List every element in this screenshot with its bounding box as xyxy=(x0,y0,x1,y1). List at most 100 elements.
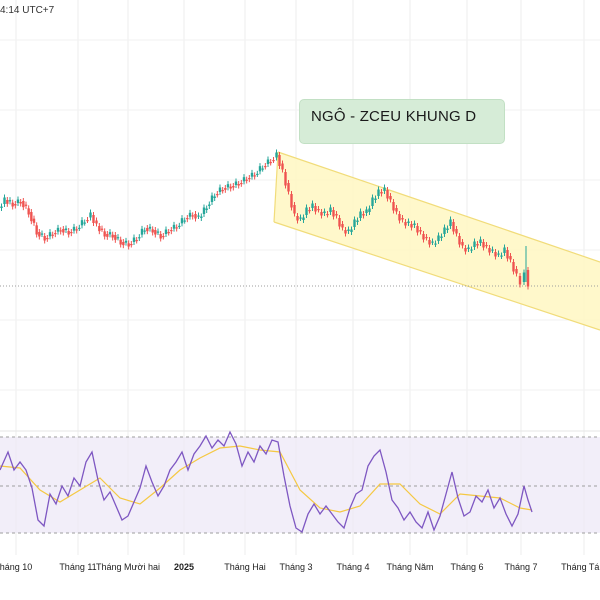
candle-body xyxy=(186,218,189,220)
x-tick-label: Tháng 3 xyxy=(279,562,312,572)
candle-body xyxy=(464,248,467,252)
candle-body xyxy=(461,242,464,246)
candle-body xyxy=(89,212,92,218)
candle-body xyxy=(374,198,377,200)
x-tick-label: Tháng Năm xyxy=(386,562,433,572)
candle-body xyxy=(226,184,230,188)
candle-body xyxy=(250,172,254,177)
candle-body xyxy=(401,218,404,220)
candle-body xyxy=(62,229,65,233)
candle-body xyxy=(407,221,410,223)
candle-body xyxy=(455,229,458,234)
candle-body xyxy=(395,208,398,212)
candle-body xyxy=(317,209,320,211)
candle-body xyxy=(410,224,413,228)
candle-body xyxy=(488,248,491,253)
candle-body xyxy=(359,211,362,218)
candle-body xyxy=(398,214,401,221)
timestamp-label: 4:14 UTC+7 xyxy=(0,5,55,16)
candle-body xyxy=(470,249,473,251)
candle-body xyxy=(54,233,57,235)
candle-body xyxy=(205,208,208,210)
candle-body xyxy=(234,181,238,185)
channel-upper-line xyxy=(277,151,600,263)
candle-body xyxy=(202,207,206,214)
x-tick-label: háng 10 xyxy=(0,562,32,572)
candle-body xyxy=(425,237,428,239)
candle-body xyxy=(491,249,494,251)
rsi-line xyxy=(0,430,533,534)
candle-body xyxy=(130,244,133,246)
candle-body xyxy=(347,229,350,231)
candle-body xyxy=(59,230,62,232)
candle-body xyxy=(167,232,170,234)
candle-body xyxy=(148,226,152,229)
candle-body xyxy=(175,227,178,229)
candle-body xyxy=(80,220,84,226)
candle-body xyxy=(440,236,443,238)
candle-body xyxy=(428,240,431,245)
candle-body xyxy=(14,204,17,206)
x-tick-label: Tháng 6 xyxy=(450,562,483,572)
candle-body xyxy=(180,218,184,224)
candle-body xyxy=(526,270,530,287)
candle-body xyxy=(98,226,101,232)
candle-body xyxy=(482,242,485,248)
candle-body xyxy=(67,231,70,235)
candle-body xyxy=(194,214,197,219)
candle-body xyxy=(383,187,386,191)
x-axis: háng 10 Tháng 11 Tháng Mười hai 2025 Tháng H… xyxy=(0,562,600,572)
candle-body xyxy=(216,194,219,196)
candle-body xyxy=(314,206,317,212)
candle-body xyxy=(497,253,500,255)
candle-body xyxy=(56,227,60,232)
candle-body xyxy=(512,262,515,272)
x-tick-label: Tháng 11 xyxy=(59,562,96,572)
candle-body xyxy=(302,217,305,220)
candle-body xyxy=(51,234,54,236)
rsi-ma-line xyxy=(0,445,533,515)
candle-body xyxy=(232,186,235,188)
candle-body xyxy=(92,215,95,223)
candle-body xyxy=(485,245,488,247)
candle-body xyxy=(106,234,109,237)
candle-body xyxy=(43,236,46,241)
candle-body xyxy=(64,228,68,230)
candle-body xyxy=(296,216,299,221)
candle-body xyxy=(422,234,425,240)
candle-body xyxy=(178,225,181,228)
candle-body xyxy=(114,235,117,240)
candle-body xyxy=(278,155,281,166)
candle-body xyxy=(329,207,332,212)
candle-body xyxy=(245,179,248,181)
candle-body xyxy=(122,242,125,246)
candle-body xyxy=(8,200,12,202)
candle-body xyxy=(389,196,392,200)
candle-body xyxy=(350,229,353,232)
candle-body xyxy=(431,241,434,243)
candle-body xyxy=(111,234,114,238)
x-tick-label: Tháng Hai xyxy=(224,562,266,572)
candle-body xyxy=(32,218,36,223)
candle-body xyxy=(86,220,89,222)
candle-body xyxy=(518,276,522,285)
candle-body xyxy=(416,226,419,233)
candle-body xyxy=(0,206,3,208)
candle-body xyxy=(264,166,267,168)
candle-body xyxy=(365,209,368,213)
candle-body xyxy=(151,229,154,233)
candle-body xyxy=(100,228,104,230)
candle-body xyxy=(413,223,416,225)
candle-body xyxy=(320,212,323,216)
candle-body xyxy=(509,256,512,260)
candle-body xyxy=(146,228,149,232)
candle-body xyxy=(19,202,22,204)
x-tick-label: 2025 xyxy=(174,562,194,572)
candle-body xyxy=(210,195,214,202)
candle-body xyxy=(162,236,165,238)
candle-body xyxy=(522,272,526,282)
annotation-box[interactable]: NGÔ - ZCEU KHUNG D xyxy=(299,99,505,144)
candle-body xyxy=(172,224,176,229)
candle-body xyxy=(392,202,395,211)
candle-body xyxy=(22,201,25,208)
